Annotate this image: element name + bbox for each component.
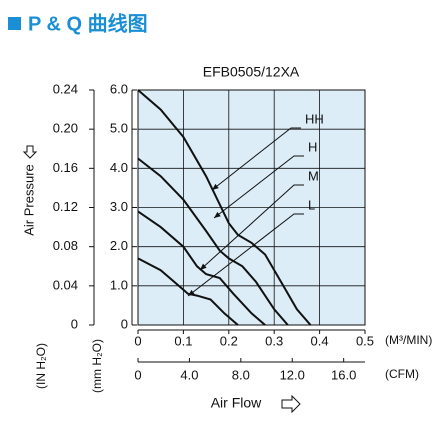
leader-arrow (212, 183, 219, 190)
y2-tick-label: 0.04 (53, 277, 78, 292)
y-tick-label: 3.0 (110, 199, 128, 214)
x-axis-label: Air Flow (211, 395, 262, 411)
y2-tick-label: 0.12 (53, 199, 78, 214)
leader-line (199, 184, 304, 271)
y2-tick-label: 0.24 (53, 81, 78, 96)
y-arrow (22, 145, 38, 159)
y2-tick-label: 0.16 (53, 160, 78, 175)
y-tick-label: 1.0 (110, 277, 128, 292)
y2-tick-label: 0.08 (53, 238, 78, 253)
legend-label: HH (305, 111, 324, 126)
x-tick-label: 0.1 (174, 333, 192, 348)
legend-label: H (308, 139, 317, 154)
leader-arrow (188, 289, 195, 296)
x-unit: (M³/MIN) (385, 333, 432, 347)
legend-label: L (308, 197, 315, 212)
x-tick-label: 0.2 (220, 333, 238, 348)
leader-line (213, 155, 304, 219)
x-tick-label: 0.5 (356, 333, 374, 348)
x2-unit: (CFM) (385, 367, 419, 381)
x2-tick-label: 8.0 (232, 367, 250, 382)
leader-arrow (200, 263, 207, 270)
y-unit: (mm H₂O) (90, 339, 104, 393)
x-tick-label: 0 (134, 333, 141, 348)
y-tick-label: 6.0 (110, 81, 128, 96)
x2-tick-label: 0 (134, 367, 141, 382)
y-tick-label: 5.0 (110, 121, 128, 136)
x-tick-label: 0.3 (265, 333, 283, 348)
leader-arrow (214, 211, 221, 218)
y-tick-label: 4.0 (110, 160, 128, 175)
x2-tick-label: 4.0 (180, 367, 198, 382)
x2-tick-label: 12.0 (280, 367, 305, 382)
page-title: P & Q 曲线图 (28, 11, 148, 35)
legend-label: M (308, 168, 319, 183)
x2-tick-label: 16.0 (331, 367, 356, 382)
y-tick-label: 0 (121, 316, 128, 331)
leader-line (211, 127, 301, 191)
chart-title: EFB0505/12XA (203, 64, 300, 80)
x-tick-label: 0.4 (311, 333, 329, 348)
curve (137, 89, 312, 326)
y2-tick-label: 0.20 (53, 121, 78, 136)
y2-tick-label: 0 (71, 316, 78, 331)
curve (137, 210, 266, 326)
x-arrow (281, 394, 301, 414)
title-icon (8, 17, 21, 30)
y-axis-label: Air Pressure (21, 164, 36, 236)
curve (137, 157, 289, 326)
y-tick-label: 2.0 (110, 238, 128, 253)
leader-line (187, 213, 304, 297)
y2-unit: (IN H₂O) (34, 343, 48, 389)
